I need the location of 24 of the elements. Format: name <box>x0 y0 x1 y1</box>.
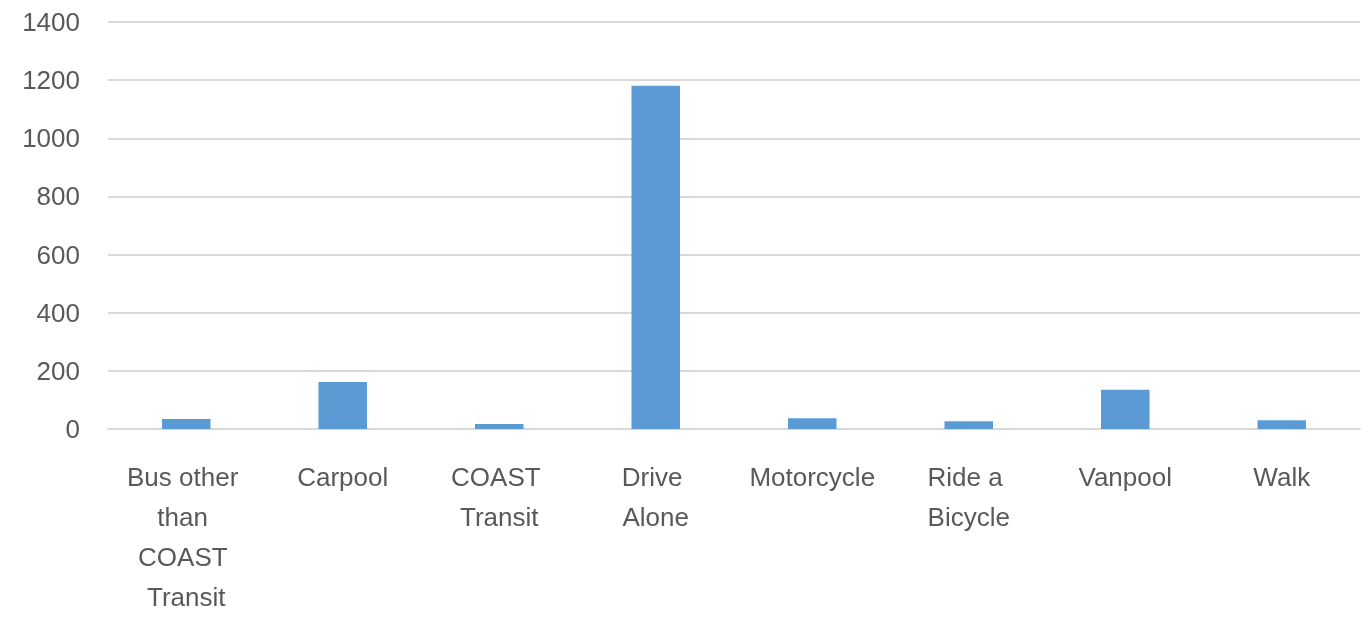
bar <box>161 419 211 429</box>
y-tick-label: 1000 <box>22 123 80 154</box>
x-tick-label: Ride a Bicycle <box>927 462 1010 532</box>
bar <box>944 421 994 429</box>
x-tick-label: Motorcycle <box>749 462 876 492</box>
y-tick-label: 400 <box>36 297 80 328</box>
bar <box>631 85 681 429</box>
y-tick-label: 0 <box>65 414 80 444</box>
y-tick-label: 600 <box>36 239 80 270</box>
y-tick-label: 1400 <box>22 7 80 37</box>
y-tick-label: 200 <box>36 355 80 386</box>
y-tick-label: 1200 <box>22 65 80 96</box>
bar <box>1100 389 1150 429</box>
y-tick-label: 800 <box>36 181 80 212</box>
x-tick-label: Bus other than COAST Transit <box>126 462 246 612</box>
bar <box>787 418 837 429</box>
bar <box>474 424 524 429</box>
x-tick-label: Drive Alone <box>621 462 690 532</box>
x-tick-label: Carpool <box>297 462 389 492</box>
x-tick-label: COAST Transit <box>451 462 548 532</box>
bar <box>1257 420 1307 429</box>
x-tick-label: Vanpool <box>1078 462 1172 492</box>
bar <box>318 381 368 429</box>
x-tick-label: Walk <box>1253 462 1312 492</box>
